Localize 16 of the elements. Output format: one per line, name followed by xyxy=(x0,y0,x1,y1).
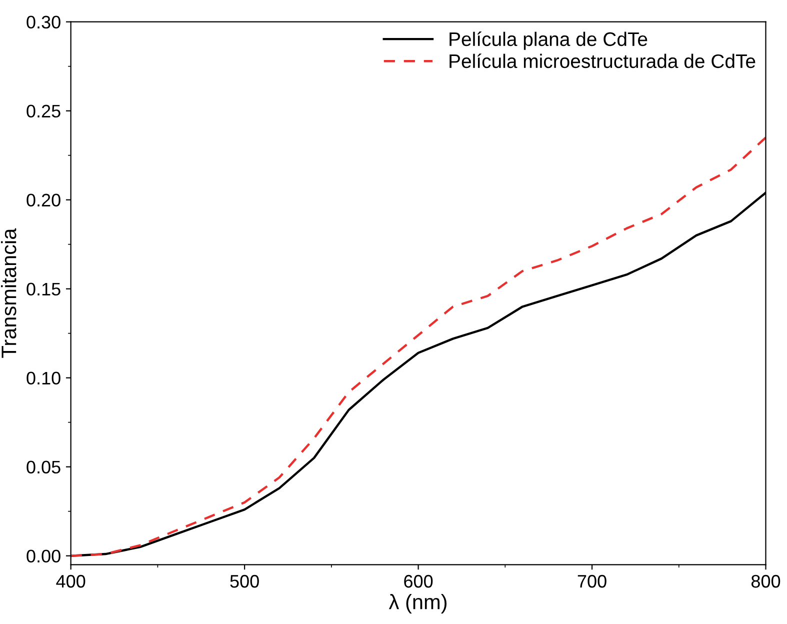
y-tick-label: 0.00 xyxy=(26,550,60,563)
x-tick-label: 800 xyxy=(751,574,780,588)
x-tick-label: 600 xyxy=(404,574,433,588)
y-tick-label: 0.20 xyxy=(26,194,60,207)
y-tick-label: 0.05 xyxy=(26,460,60,474)
legend-label: Película microestructurada de CdTe xyxy=(450,54,756,68)
y-tick-label: 0.15 xyxy=(26,282,60,296)
y-axis-title: Transmitancia xyxy=(0,228,16,358)
x-tick-label: 400 xyxy=(56,574,86,588)
y-tick-label: 0.10 xyxy=(26,372,60,385)
legend-label: Película plana de CdTe xyxy=(450,32,648,50)
x-tick-label: 700 xyxy=(578,574,606,588)
x-axis-title: λ (nm) xyxy=(388,594,447,614)
y-tick-label: 0.30 xyxy=(26,16,60,29)
x-tick-label: 500 xyxy=(230,574,259,588)
y-tick-label: 0.25 xyxy=(26,104,60,118)
